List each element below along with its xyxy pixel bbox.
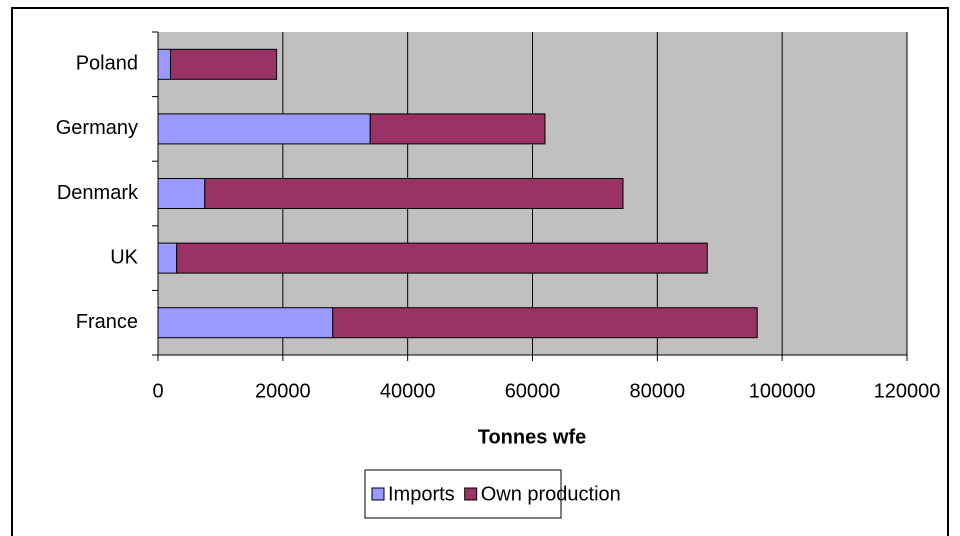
x-tick-label: 20000 — [255, 380, 311, 402]
x-tick-label: 0 — [152, 380, 163, 402]
bar-segment — [204, 178, 624, 209]
bar-segment — [369, 113, 546, 145]
legend-swatch — [371, 487, 385, 501]
bar-segment — [332, 307, 758, 339]
bar-segment — [157, 113, 371, 145]
bar-segment — [157, 48, 171, 80]
x-tick-label: 80000 — [630, 380, 686, 402]
y-tick-label: UK — [110, 246, 138, 268]
x-tick-label: 120000 — [874, 380, 941, 402]
bar-segment — [157, 178, 206, 209]
legend-label: Imports — [388, 483, 455, 505]
legend-swatch — [464, 487, 478, 501]
bar-segment — [176, 242, 708, 274]
x-tick-label: 100000 — [749, 380, 816, 402]
legend-label: Own production — [481, 483, 621, 505]
bar-segment — [169, 48, 278, 80]
x-tick-label: 40000 — [380, 380, 436, 402]
bar-segment — [157, 242, 178, 274]
x-tick-label: 60000 — [505, 380, 561, 402]
y-tick-label: France — [76, 311, 138, 333]
bar-segment — [157, 307, 334, 339]
y-tick-label: Denmark — [57, 182, 139, 204]
y-tick-label: Germany — [56, 117, 138, 139]
legend — [364, 469, 562, 519]
x-axis-title: Tonnes wfe — [478, 426, 587, 448]
y-tick-label: Poland — [76, 53, 138, 75]
